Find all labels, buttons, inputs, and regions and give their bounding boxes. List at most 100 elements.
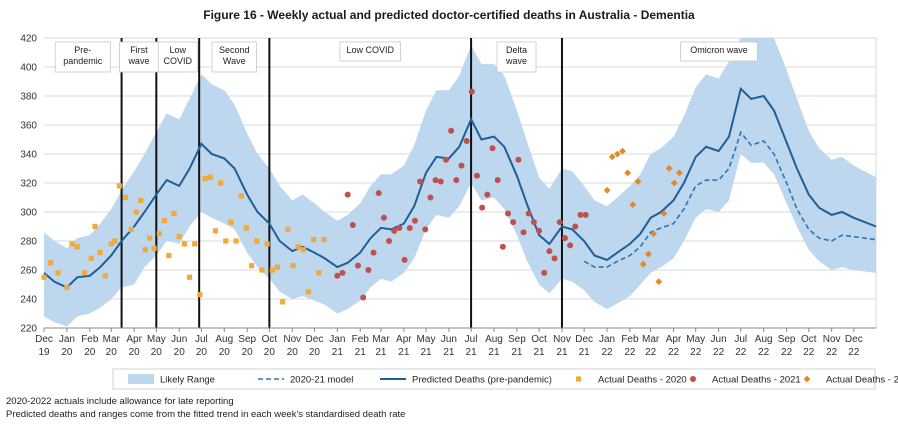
x-tick-year: 21 <box>420 347 432 358</box>
x-tick-month: Jun <box>711 334 727 345</box>
legend-label: Actual Deaths - 2022 <box>826 375 898 386</box>
x-tick-year: 19 <box>38 347 50 358</box>
y-tick-label: 420 <box>20 34 37 45</box>
x-tick-month: Aug <box>215 334 233 345</box>
actual-2020-point <box>217 180 224 186</box>
period-label: wave <box>127 56 149 66</box>
x-tick-year: 21 <box>488 347 500 358</box>
range-layer <box>44 38 876 327</box>
actual-2022-point <box>624 169 632 177</box>
period-label: Low COVID <box>346 45 394 55</box>
actual-2022-point <box>645 250 652 258</box>
x-tick-year: 21 <box>466 347 478 358</box>
footnote-late-reporting: 2020-2022 actuals include allowance for … <box>6 396 234 407</box>
actual-2020-point <box>166 252 172 259</box>
actual-2021-point <box>401 256 408 263</box>
actual-2022-point <box>613 150 621 158</box>
x-tick-year: 20 <box>61 347 73 358</box>
legend-swatch-2022 <box>803 375 811 383</box>
x-tick-month: Dec <box>306 334 324 345</box>
x-tick-year: 20 <box>242 347 254 358</box>
y-tick-label: 360 <box>20 121 37 132</box>
y-tick-label: 240 <box>20 295 37 306</box>
period-label: Pre- <box>74 45 91 55</box>
actual-2021-point <box>530 219 537 226</box>
actual-2020-point <box>122 194 128 201</box>
x-tick-year: 22 <box>624 347 636 358</box>
actual-2021-point <box>515 156 522 163</box>
x-tick-month: Oct <box>801 334 817 345</box>
actual-2021-point <box>567 242 574 249</box>
x-tick-year: 22 <box>601 347 613 358</box>
y-tick-label: 400 <box>20 63 37 74</box>
y-tick-label: 220 <box>20 324 37 335</box>
actual-2020-point <box>151 245 157 251</box>
period-label: Low <box>169 45 186 55</box>
period-label: First <box>130 45 148 55</box>
actual-2021-point <box>458 162 465 169</box>
x-tick-year: 22 <box>668 347 680 358</box>
actual-2021-point <box>546 248 553 255</box>
legend-swatch-2021 <box>690 376 696 382</box>
legend-swatch-2020 <box>576 376 582 382</box>
x-tick-month: May <box>686 334 705 345</box>
x-tick-year: 20 <box>264 347 276 358</box>
legend-swatch-range <box>128 374 154 384</box>
actual-2022-point <box>629 201 637 209</box>
axes: 220 240 260 280 300 320 340 360 380 400 420 Dec 19 Ja… <box>20 34 876 358</box>
actual-2020-point <box>186 274 193 280</box>
x-tick-month: Nov <box>283 334 301 345</box>
actual-2021-point <box>344 191 351 198</box>
actual-2021-point <box>561 235 568 242</box>
actual-2021-point <box>339 269 346 276</box>
actual-2020-point <box>238 193 244 199</box>
x-tick-year: 22 <box>645 347 657 358</box>
actual-2020-point <box>280 299 286 305</box>
actual-2021-point <box>432 177 439 184</box>
x-tick-year: 22 <box>690 347 702 358</box>
actual-2020-point <box>116 183 122 189</box>
legend-box <box>112 368 876 390</box>
actual-2020-point <box>128 226 134 232</box>
actual-2020-point <box>243 225 250 231</box>
actual-2020-point <box>300 247 306 253</box>
actual-2021-point <box>370 249 377 256</box>
actual-2020-point <box>92 223 98 230</box>
x-tick-month: Jun <box>441 334 457 345</box>
actual-2020-point <box>82 270 88 276</box>
actual-2020-point <box>269 267 275 273</box>
actual-2020-point <box>254 238 260 244</box>
actual-2020-point <box>147 235 153 241</box>
y-tick-label: 260 <box>20 266 37 277</box>
actual-2021-point <box>380 214 387 221</box>
x-tick-year: 22 <box>713 347 725 358</box>
x-tick-month: Dec <box>575 334 593 345</box>
actual-2020-point <box>102 273 108 279</box>
period-label: wave <box>505 56 527 66</box>
actual-2020-point <box>321 236 327 243</box>
actual-2021-point <box>391 227 398 234</box>
x-tick-year: 22 <box>803 347 815 358</box>
actual-2022-point <box>655 278 663 285</box>
x-tick-year: 20 <box>84 347 96 358</box>
actual-2021-point <box>520 229 527 236</box>
footnote-fitted-trend: Predicted deaths and ranges come from th… <box>6 409 406 420</box>
x-tick-year: 21 <box>579 347 591 358</box>
x-tick-month: Dec <box>845 334 863 345</box>
y-tick-label: 300 <box>20 208 37 219</box>
x-tick-month: Aug <box>755 334 773 345</box>
legend-label: Likely Range <box>160 375 215 386</box>
actual-2021-point <box>453 177 460 184</box>
actual-2021-point <box>442 156 449 163</box>
actual-2021-point <box>360 294 367 301</box>
period-label: pandemic <box>63 56 103 66</box>
actual-2020-point <box>305 289 312 295</box>
likely-range-band <box>44 38 876 327</box>
actual-2021-point <box>489 145 496 152</box>
period-label-box <box>339 41 401 62</box>
actual-2020-point <box>192 241 198 247</box>
actual-2020-point <box>249 263 255 269</box>
actual-2020-point <box>48 260 54 266</box>
actual-2021-point <box>484 191 491 198</box>
actual-2020-point <box>171 210 177 217</box>
